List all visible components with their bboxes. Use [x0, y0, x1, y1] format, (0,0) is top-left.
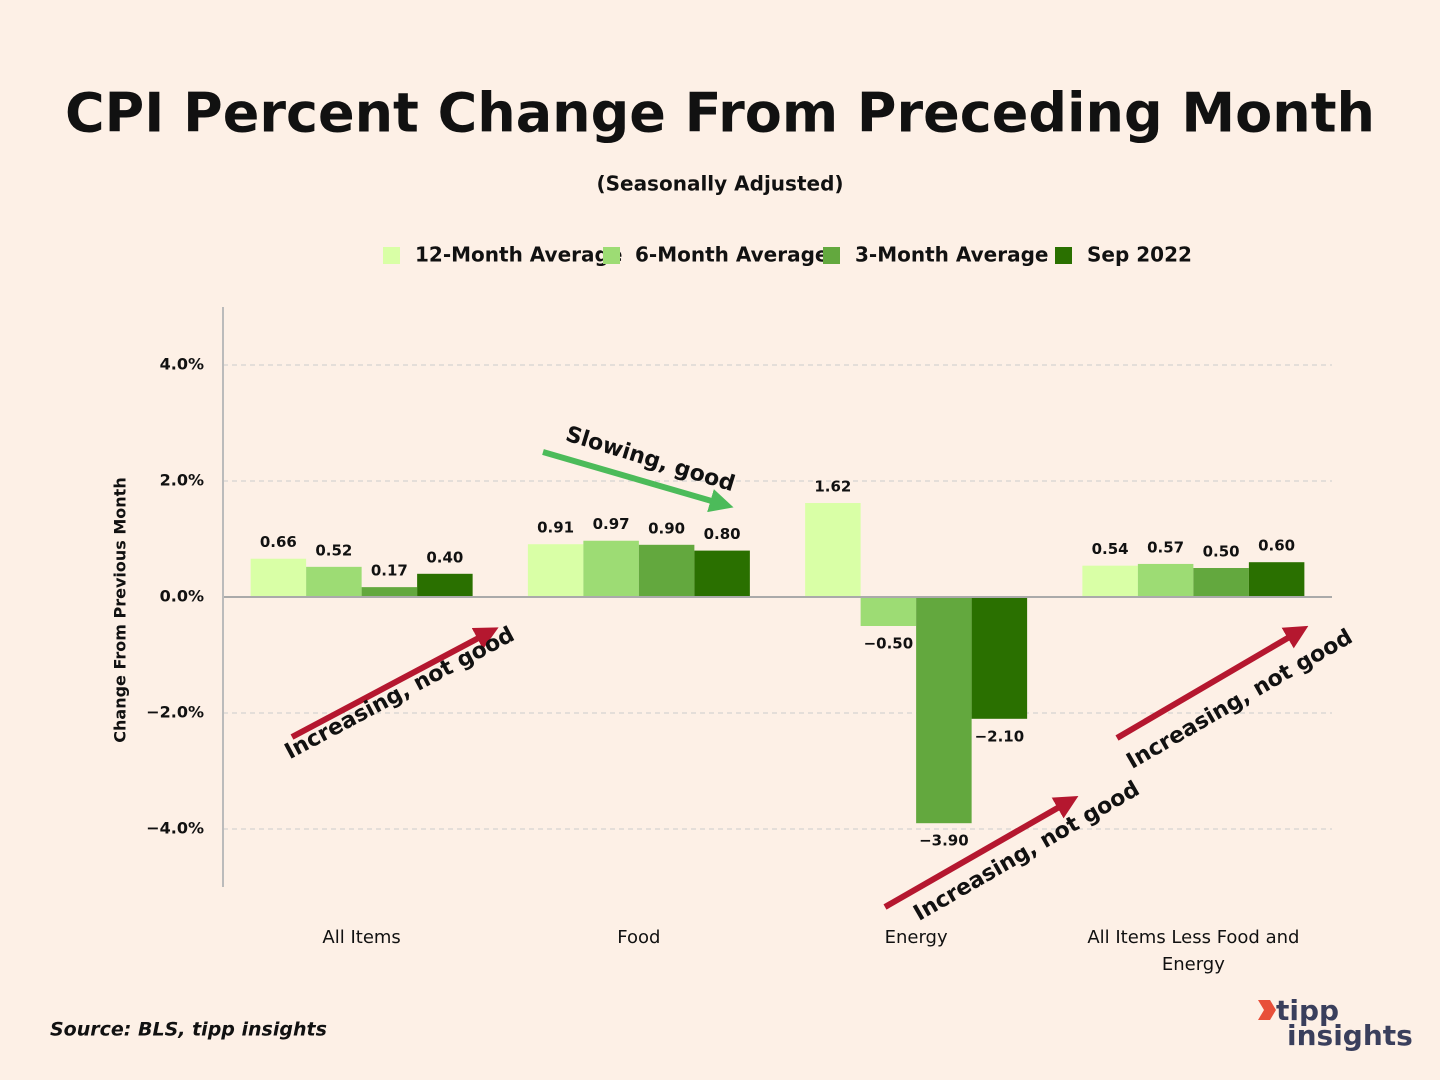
arrow: [542, 449, 734, 513]
y-tick-label: 0.0%: [160, 587, 204, 606]
bar: [805, 503, 861, 597]
bar: [250, 558, 307, 597]
y-tick-label: 4.0%: [160, 355, 204, 374]
value-label: 0.54: [1092, 540, 1129, 558]
legend-label: 6-Month Average: [635, 243, 828, 267]
value-label: 0.90: [648, 519, 685, 537]
bar: [583, 540, 639, 597]
value-label: 0.57: [1147, 538, 1184, 556]
logo-text: insights: [1287, 1019, 1413, 1052]
value-label: 1.62: [814, 478, 851, 496]
arrow: [1115, 625, 1309, 741]
bar: [638, 544, 695, 597]
bar: [1137, 563, 1194, 597]
value-label: 0.40: [426, 548, 463, 566]
bar: [417, 573, 473, 597]
logo-text: tipp: [1276, 994, 1339, 1027]
arrow: [290, 627, 499, 740]
y-axis-label: Change From Previous Month: [111, 477, 130, 742]
legend-label: 12-Month Average: [415, 243, 622, 267]
value-label: −2.10: [975, 727, 1025, 745]
value-label: −3.90: [919, 832, 969, 850]
chart-title: CPI Percent Change From Preceding Month: [65, 82, 1375, 145]
legend-label: 3-Month Average: [855, 243, 1048, 267]
legend-swatch: [383, 247, 400, 264]
value-label: 0.91: [537, 519, 574, 537]
value-label: −0.50: [864, 635, 914, 653]
bar: [1248, 562, 1305, 597]
logo: tipp insights: [1258, 994, 1413, 1052]
y-tick-label: 2.0%: [160, 471, 204, 490]
arrow: [883, 796, 1079, 910]
chart-subtitle: (Seasonally Adjusted): [596, 172, 843, 196]
x-tick-label: Food: [617, 927, 661, 948]
legend-swatch: [823, 247, 840, 264]
value-label: 0.97: [593, 515, 630, 533]
bar: [916, 597, 972, 824]
bar: [527, 544, 584, 597]
value-label: 0.66: [260, 533, 297, 551]
annotation-text: Increasing, not good: [281, 622, 519, 764]
source: Source: BLS, tipp insights: [50, 1019, 327, 1041]
value-label: 0.52: [315, 541, 352, 559]
bar: [694, 550, 750, 597]
bar: [1193, 568, 1249, 597]
y-tick-label: −4.0%: [146, 819, 204, 838]
legend-swatch: [603, 247, 620, 264]
bar: [860, 597, 917, 626]
x-tick-label: All Items: [322, 927, 401, 948]
bar: [306, 566, 362, 597]
legend-label: Sep 2022: [1087, 243, 1192, 267]
value-label: 0.17: [371, 562, 408, 580]
annotation: Slowing, good Increasing, not good Incre…: [281, 422, 1357, 927]
logo-icon: [1258, 1000, 1276, 1020]
plot-area: −4.0% −2.0% 0.0% 2.0% 4.0% 0.66 0.52 0.17 0.40 0.…: [146, 355, 1332, 850]
annotation-text: Increasing, not good: [1123, 625, 1357, 775]
bar: [361, 587, 418, 597]
x-tick-label: All Items Less Food and Energy: [1087, 927, 1300, 975]
legend-swatch: [1055, 247, 1072, 264]
x-tick-label: Energy: [884, 927, 948, 948]
bar: [971, 597, 1028, 719]
value-label: 0.60: [1258, 537, 1295, 555]
value-label: 0.50: [1203, 543, 1240, 561]
value-label: 0.80: [704, 525, 741, 543]
bar: [1082, 565, 1138, 597]
y-tick-label: −2.0%: [146, 703, 204, 722]
